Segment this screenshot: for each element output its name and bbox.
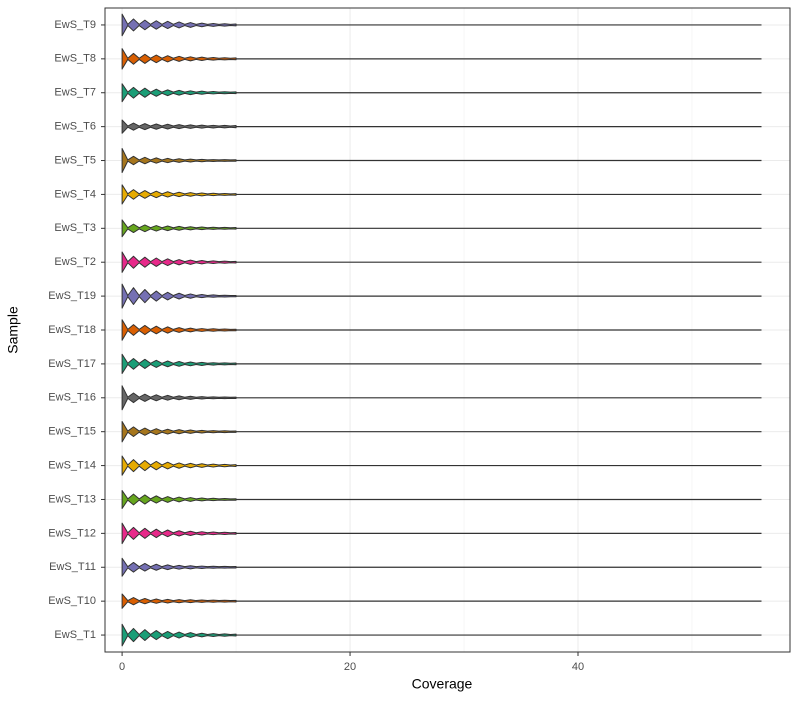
violin xyxy=(121,283,237,309)
y-tick-label: EwS_T13 xyxy=(48,493,96,505)
y-tick-label: EwS_T16 xyxy=(48,392,96,404)
y-tick-label: EwS_T6 xyxy=(54,121,96,133)
violin xyxy=(121,119,237,134)
y-tick-label: EwS_T4 xyxy=(54,188,96,200)
y-tick-label: EwS_T7 xyxy=(54,87,96,99)
violin xyxy=(121,13,237,37)
panel-border xyxy=(104,7,791,653)
violin xyxy=(121,455,237,476)
y-tick-label: EwS_T9 xyxy=(54,19,96,31)
y-tick-label: EwS_T5 xyxy=(54,154,96,166)
violin xyxy=(121,489,237,509)
y-tick-label: EwS_T15 xyxy=(48,426,96,438)
y-tick-label: EwS_T11 xyxy=(49,561,96,573)
x-tick-label: 40 xyxy=(572,661,584,673)
y-tick-label: EwS_T17 xyxy=(48,358,96,370)
violin xyxy=(121,522,237,545)
violin xyxy=(121,319,237,341)
violin xyxy=(121,385,237,411)
violin xyxy=(121,593,237,609)
y-tick-label: EwS_T12 xyxy=(48,527,96,539)
x-axis-title: Coverage xyxy=(412,676,473,692)
y-tick-label: EwS_T19 xyxy=(48,290,96,302)
y-tick-label: EwS_T18 xyxy=(48,324,96,336)
x-tick-label: 0 xyxy=(119,661,125,673)
violin xyxy=(121,148,237,174)
y-tick-label: EwS_T10 xyxy=(48,595,96,607)
violin xyxy=(121,251,237,273)
y-tick-label: EwS_T2 xyxy=(54,256,96,268)
y-tick-label: EwS_T1 xyxy=(54,629,96,641)
violin xyxy=(121,219,237,238)
violin xyxy=(121,83,237,103)
x-tick-label: 20 xyxy=(344,661,356,673)
violin xyxy=(121,623,237,647)
violin xyxy=(121,184,237,205)
violin xyxy=(121,353,237,374)
y-tick-label: EwS_T3 xyxy=(54,222,96,234)
violin xyxy=(121,420,237,443)
y-tick-label: EwS_T8 xyxy=(54,53,96,65)
violin xyxy=(121,557,237,577)
y-axis-title: Sample xyxy=(5,306,21,354)
y-tick-label: EwS_T14 xyxy=(48,459,96,471)
violin xyxy=(121,48,237,70)
